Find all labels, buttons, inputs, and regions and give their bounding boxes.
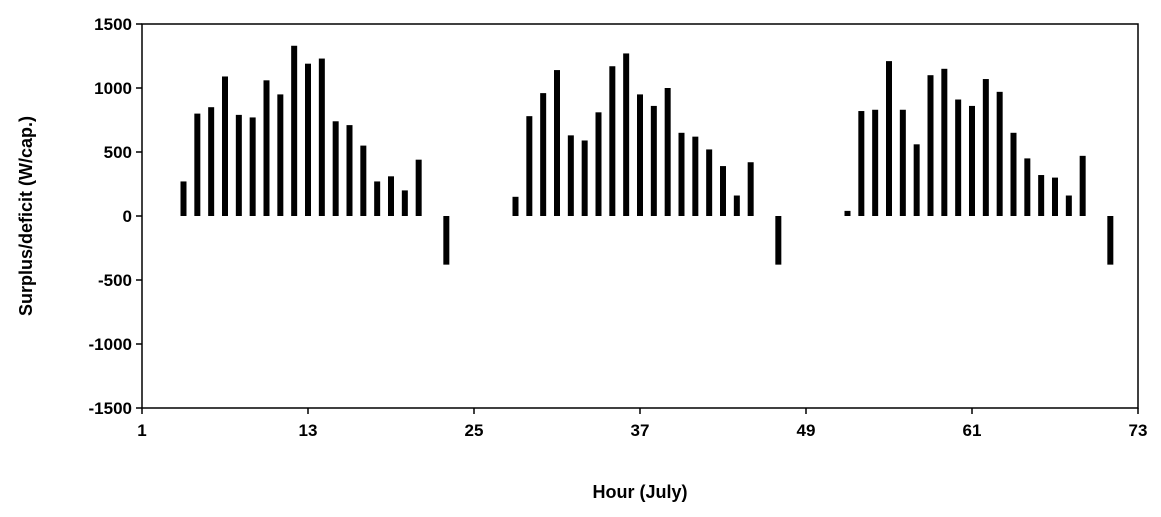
plot-frame <box>141 23 1139 409</box>
bar <box>692 136 699 216</box>
x-tick-label: 49 <box>797 421 816 440</box>
bar <box>664 88 671 216</box>
y-tick-label: 1000 <box>94 79 132 98</box>
y-tick-label: -1500 <box>89 399 132 418</box>
bar <box>581 140 588 216</box>
bar <box>554 70 560 216</box>
y-tick-label: 500 <box>104 143 132 162</box>
bar <box>706 149 713 216</box>
bar <box>678 132 685 216</box>
bar <box>982 79 989 216</box>
x-tick-label: 1 <box>137 421 146 440</box>
bar <box>609 66 616 217</box>
bar <box>415 159 422 216</box>
bar <box>346 125 353 216</box>
bar <box>927 75 934 216</box>
bar <box>180 181 187 216</box>
bar <box>540 93 547 216</box>
bar <box>401 190 408 216</box>
x-tick-label: 61 <box>963 421 982 440</box>
bar-series <box>180 45 1114 265</box>
bar <box>512 196 519 216</box>
bar <box>955 99 962 216</box>
x-tick-label: 25 <box>465 421 484 440</box>
y-axis-title: Surplus/deficit (W/cap.) <box>16 116 36 316</box>
bar <box>1038 175 1045 216</box>
bar <box>747 162 754 216</box>
bar <box>720 166 726 216</box>
bar <box>443 216 450 265</box>
bar <box>886 61 892 217</box>
x-tick-label: 13 <box>299 421 318 440</box>
bar <box>1079 155 1086 216</box>
bar <box>222 76 228 216</box>
bar <box>1010 132 1017 216</box>
bar <box>637 94 643 216</box>
bar <box>526 116 533 216</box>
bar <box>733 195 740 216</box>
x-tick-label: 73 <box>1129 421 1148 440</box>
bar <box>858 111 865 216</box>
y-tick-label: 1500 <box>94 15 132 34</box>
x-axis-title: Hour (July) <box>592 482 687 502</box>
bar <box>318 58 325 217</box>
bar <box>996 91 1003 216</box>
x-tick-label: 37 <box>631 421 650 440</box>
bar <box>235 114 242 216</box>
bar <box>913 144 920 216</box>
bar <box>194 113 201 216</box>
bar <box>650 105 657 216</box>
bar <box>844 210 851 216</box>
bar <box>1024 158 1031 216</box>
bar <box>249 117 256 216</box>
bar <box>1052 177 1058 216</box>
bar <box>291 45 298 217</box>
bar <box>263 80 270 216</box>
bar <box>595 112 602 216</box>
bar <box>332 121 339 216</box>
bar <box>872 109 879 216</box>
bar <box>388 176 394 216</box>
y-tick-label: -500 <box>98 271 132 290</box>
bar <box>567 135 574 216</box>
bar <box>208 107 215 216</box>
bar <box>374 181 381 216</box>
y-axis-ticks: 1500 1000 500 0 -500 -1000 -1500 <box>89 15 142 418</box>
bar <box>899 109 906 216</box>
x-axis-ticks: 1 13 25 37 49 61 73 <box>137 408 1147 440</box>
y-tick-label: -1000 <box>89 335 132 354</box>
y-tick-label: 0 <box>123 207 132 226</box>
bar <box>1107 216 1114 265</box>
bar <box>360 145 367 216</box>
bar <box>277 94 284 216</box>
bar <box>775 216 782 265</box>
bar <box>1065 195 1072 216</box>
bar <box>969 105 975 216</box>
bar <box>305 63 311 217</box>
bar <box>941 68 948 216</box>
bar <box>623 53 630 216</box>
